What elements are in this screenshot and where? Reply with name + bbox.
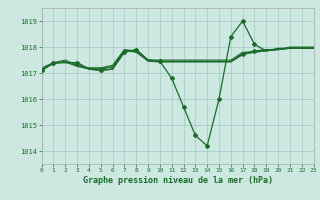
X-axis label: Graphe pression niveau de la mer (hPa): Graphe pression niveau de la mer (hPa): [83, 176, 273, 185]
